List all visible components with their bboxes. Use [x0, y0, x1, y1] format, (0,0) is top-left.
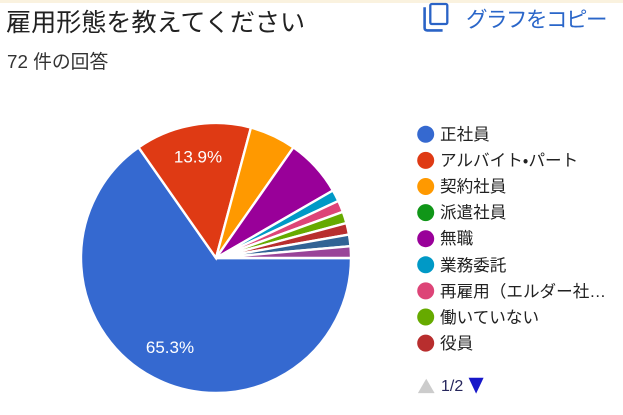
svg-text:13.9%: 13.9% — [174, 148, 222, 167]
svg-text:65.3%: 65.3% — [146, 338, 194, 357]
